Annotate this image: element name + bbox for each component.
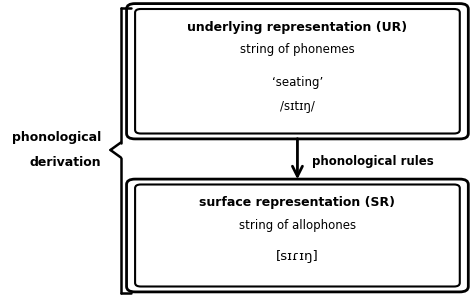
FancyBboxPatch shape: [135, 9, 460, 134]
FancyBboxPatch shape: [127, 4, 468, 139]
Text: underlying representation (UR): underlying representation (UR): [187, 20, 408, 34]
Text: surface representation (SR): surface representation (SR): [200, 196, 395, 209]
Text: phonological: phonological: [12, 131, 101, 145]
Text: [sɪɾɪŋ]: [sɪɾɪŋ]: [276, 250, 319, 263]
Text: string of phonemes: string of phonemes: [240, 43, 355, 56]
FancyBboxPatch shape: [127, 179, 468, 292]
Text: string of allophones: string of allophones: [239, 218, 356, 232]
FancyBboxPatch shape: [135, 184, 460, 286]
Text: phonological rules: phonological rules: [311, 155, 433, 169]
Text: derivation: derivation: [29, 155, 101, 169]
Text: /sɪtɪŋ/: /sɪtɪŋ/: [280, 100, 315, 113]
Text: ‘seating’: ‘seating’: [272, 76, 323, 89]
